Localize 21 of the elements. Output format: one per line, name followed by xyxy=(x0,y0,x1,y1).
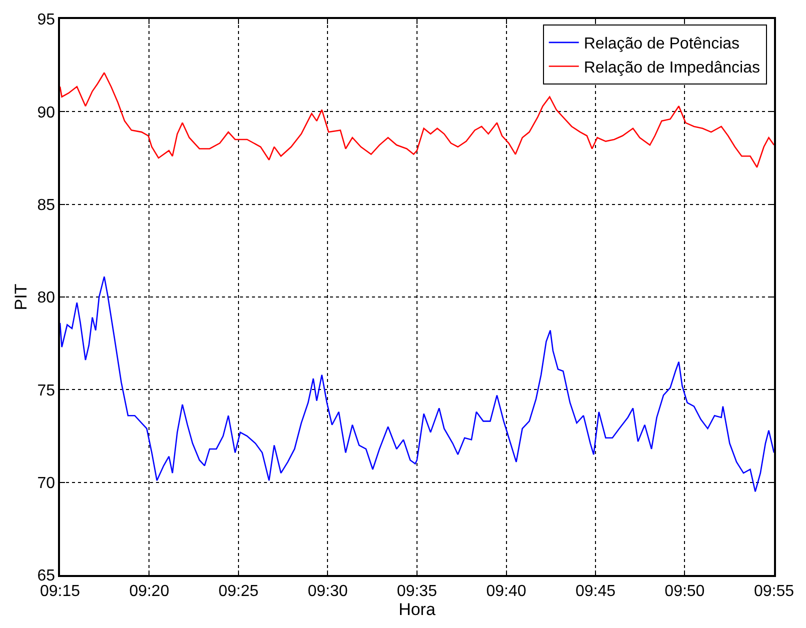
x-tick-label: 09:15 xyxy=(40,582,80,600)
x-tick-label: 09:25 xyxy=(218,582,259,600)
y-tick-label: 70 xyxy=(37,474,56,492)
y-tick-label: 65 xyxy=(37,568,56,585)
x-tick-label: 09:40 xyxy=(486,582,526,600)
x-tick-label: 09:20 xyxy=(129,582,170,600)
x-tick-label: 09:50 xyxy=(664,582,705,600)
y-tick-label: 90 xyxy=(37,104,56,122)
x-tick-label: 09:45 xyxy=(575,582,616,600)
legend-label: Relação de Potências xyxy=(584,36,740,53)
y-tick-label: 85 xyxy=(37,196,56,214)
x-axis-title: Hora xyxy=(398,600,436,619)
y-tick-label: 80 xyxy=(37,290,56,307)
x-tick-label: 09:30 xyxy=(308,582,348,600)
x-tick-label: 09:55 xyxy=(754,582,794,600)
y-axis-title: PIT xyxy=(11,284,30,310)
line-series xyxy=(60,276,774,492)
x-tick-label: 09:35 xyxy=(396,582,438,600)
y-tick-label: 95 xyxy=(37,12,56,29)
legend-label: Relação de Impedâncias xyxy=(584,60,760,76)
y-tick-label: 75 xyxy=(37,382,56,400)
